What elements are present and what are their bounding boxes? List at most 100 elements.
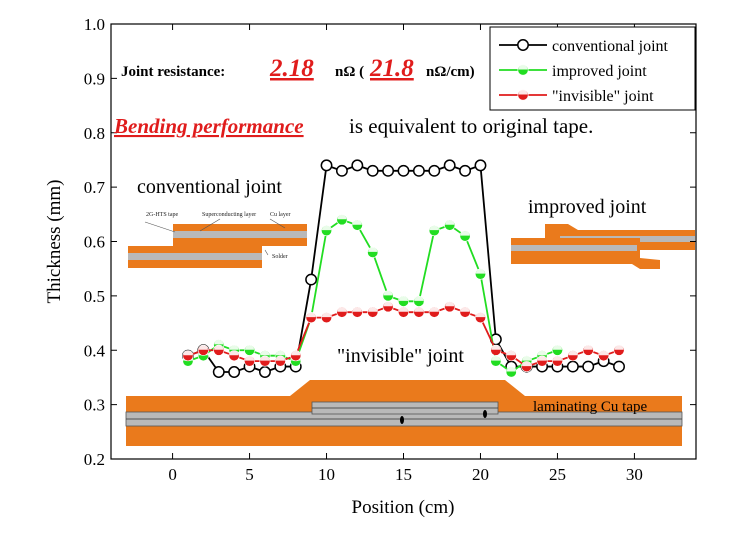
marker-highlight [518,89,528,95]
data-point [474,312,486,324]
conventional-lower-core [128,253,262,260]
data-point [244,355,256,367]
marker-highlight [475,312,486,318]
data-point [228,350,240,362]
data-point [428,306,440,318]
data-point [213,344,225,356]
y-tick-label: 0.7 [84,178,106,197]
data-point [521,361,533,373]
data-point [321,312,333,324]
label-sc-layer: Superconducting layer [202,212,256,218]
label-solder: Solder [272,254,288,260]
marker-highlight [429,307,439,312]
conventional-upper-core [173,231,307,238]
y-tick-label: 0.6 [84,233,105,252]
resistance-unit: nΩ ( [335,64,364,80]
data-point [382,290,394,302]
resistance-per-cm: 21.8 [369,55,414,82]
conventional-joint-label: conventional joint [137,176,282,198]
marker-highlight [491,345,501,350]
data-point [444,301,456,313]
marker-highlight [352,307,362,312]
resistance-label: Joint resistance: [121,64,225,80]
marker-highlight [368,247,378,252]
bending-rest: is equivalent to original tape. [349,114,593,138]
series-2 [182,301,625,373]
y-tick-label: 0.8 [84,124,105,143]
joint-diagrams: 2G-HTS tape Superconducting layer Cu layer… [125,212,695,446]
y-tick-label: 0.3 [84,396,105,415]
data-point [382,301,394,313]
marker-highlight [337,214,347,220]
marker-highlight [522,356,532,361]
marker-highlight [414,296,424,301]
marker-highlight [352,220,362,225]
resistance-per-cm-unit: nΩ/cm) [426,64,475,80]
data-point [613,344,625,356]
legend-marker [517,39,529,51]
marker-highlight [260,350,270,356]
data-point [335,164,348,177]
marker-highlight [398,307,409,312]
label-hts-tape: 2G-HTS tape [146,212,178,218]
marker-highlight [475,269,486,274]
data-point [367,306,379,318]
marker-highlight [198,345,208,350]
x-tick-label: 10 [318,465,335,484]
data-point [397,164,410,177]
legend-item-2: "invisible" joint [499,88,654,105]
data-point [367,246,379,258]
data-point [305,312,317,324]
axes: 0 5 10 15 20 25 30 0.2 0.3 0.4 0.5 0.6 0.7 0.8 0.9 1.0 P… [44,15,697,518]
callout-line [144,221,176,233]
data-point [490,355,502,367]
data-point [459,306,471,318]
data-point [428,164,441,177]
legend-label: improved joint [552,63,647,80]
marker-highlight [275,350,285,356]
legend-marker [517,64,529,76]
data-point [397,295,409,307]
y-tick-label: 1.0 [84,15,105,34]
data-point [321,225,333,237]
marker-highlight [460,307,470,312]
legend-item-0: conventional joint [499,38,669,55]
data-point [244,344,256,356]
x-tick-label: 20 [472,465,489,484]
y-tick-label: 0.5 [84,287,105,306]
data-point [336,306,348,318]
y-tick-label: 0.2 [84,450,105,469]
marker-highlight [214,339,224,345]
marker-highlight [260,356,270,361]
series-0 [182,159,625,378]
data-point [228,366,241,378]
data-point [351,306,363,318]
y-tick-label: 0.4 [84,341,106,360]
data-point [459,164,472,177]
improved-lower-tape [511,238,660,269]
legend-item-1: improved joint [499,63,647,80]
data-point [290,350,302,362]
marker-highlight [460,230,470,236]
data-point [613,360,625,373]
data-point [490,344,502,356]
solder-dot [400,416,404,424]
marker-highlight [429,225,439,231]
data-point [443,159,456,172]
data-point [197,344,209,356]
marker-highlight [383,290,393,296]
bending-emphasis: Bending performance [113,114,304,138]
data-point [366,164,379,177]
data-point [459,230,471,242]
x-tick-label: 25 [549,465,566,484]
callout-line [199,218,221,232]
data-point [397,306,409,318]
laminating-label: laminating Cu tape [533,399,647,415]
marker-highlight [445,220,455,225]
data-point [336,214,348,226]
data-point [536,355,548,367]
marker-highlight [445,301,455,307]
data-point [413,295,425,307]
data-point [305,273,318,286]
data-point [428,225,440,237]
